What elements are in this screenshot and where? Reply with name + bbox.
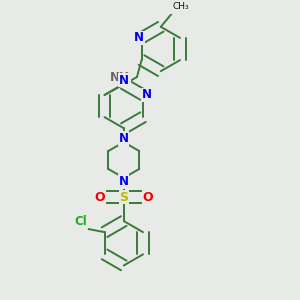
Text: O: O — [95, 190, 105, 203]
Text: NH: NH — [110, 70, 130, 84]
Text: O: O — [142, 190, 153, 203]
Text: N: N — [134, 32, 144, 44]
Text: Cl: Cl — [74, 215, 87, 228]
Text: N: N — [119, 74, 129, 87]
Text: N: N — [119, 132, 129, 145]
Text: N: N — [142, 88, 152, 101]
Text: N: N — [119, 175, 129, 188]
Text: S: S — [119, 190, 128, 203]
Text: CH₃: CH₃ — [172, 2, 189, 11]
